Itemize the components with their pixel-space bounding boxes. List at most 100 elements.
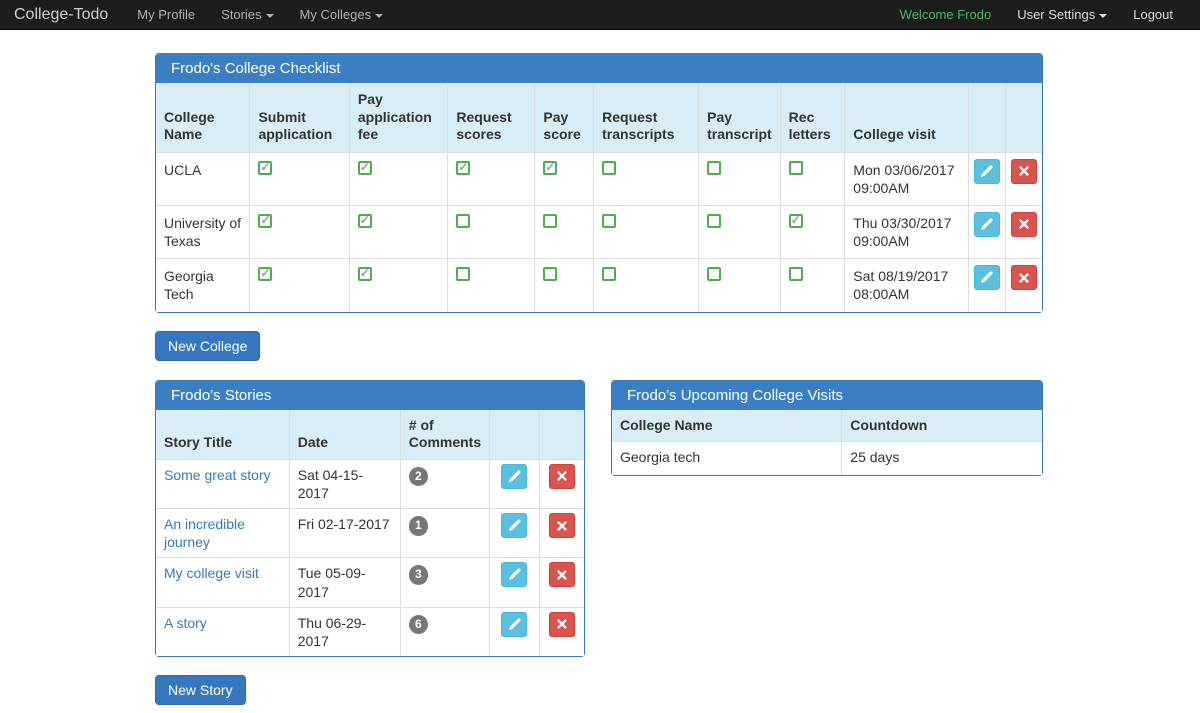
checkbox-pay-transcript-ucla[interactable]: [707, 160, 722, 175]
column-header-date: Date: [288, 409, 401, 460]
task-cell: [779, 258, 846, 313]
delete-button-a-story[interactable]: [548, 611, 575, 637]
story-link-an-incredible-journey[interactable]: An incredible journey: [164, 516, 245, 551]
checkbox-request-transcripts-university-of-texas[interactable]: [602, 213, 617, 228]
column-header-story-title: Story Title: [155, 409, 290, 460]
task-cell: [447, 258, 536, 313]
edit-button-ucla[interactable]: [973, 158, 1000, 184]
edit-button-my-college-visit[interactable]: [501, 562, 528, 588]
checklist-header-row: College Name Submit application Pay applic…: [155, 82, 1043, 153]
checkbox-pay-application-fee-ucla[interactable]: [357, 160, 372, 175]
column-header-college-name: College Name: [155, 82, 251, 153]
comments-cell: 3: [399, 557, 491, 608]
task-cell: [249, 151, 350, 206]
edit-cell: [489, 507, 540, 559]
checkbox-pay-transcript-georgia-tech[interactable]: [707, 267, 722, 282]
nav-item-my-profile[interactable]: My Profile: [137, 7, 196, 22]
delete-button-an-incredible-journey[interactable]: [548, 513, 575, 538]
comment-count-badge: 6: [408, 614, 428, 635]
x-icon: [557, 570, 567, 580]
delete-cell: [538, 507, 585, 559]
task-cell: [698, 151, 781, 206]
edit-button-university-of-texas[interactable]: [973, 211, 1000, 237]
checkbox-request-scores-university-of-texas[interactable]: [456, 213, 471, 228]
task-cell: [249, 204, 350, 260]
task-cell: [779, 204, 846, 260]
nav-item-stories[interactable]: Stories: [208, 7, 286, 22]
delete-button-university-of-texas[interactable]: [1010, 211, 1037, 237]
checkbox-submit-application-georgia-tech[interactable]: [258, 266, 273, 282]
edit-cell: [489, 606, 540, 657]
checkbox-rec-letters-ucla[interactable]: [788, 160, 803, 175]
stories-table: Story Title Date # of Comments Some great …: [155, 409, 585, 657]
new-story-button[interactable]: New Story: [155, 675, 246, 706]
nav-item-user-settings[interactable]: User Settings: [1004, 7, 1120, 22]
checkbox-rec-letters-university-of-texas[interactable]: [788, 213, 803, 228]
column-header-of-comments: # of Comments: [399, 409, 491, 460]
college-name-cell: Georgia Tech: [155, 258, 251, 313]
delete-button-some-great-story[interactable]: [548, 463, 575, 489]
column-header-delete: [538, 409, 585, 460]
task-cell: [593, 204, 700, 260]
checkbox-pay-application-fee-georgia-tech[interactable]: [357, 266, 372, 282]
table-row-georgia-tech: Georgia tech 25 days: [611, 441, 1043, 476]
visits-header-row: College Name Countdown: [611, 409, 1043, 443]
checkbox-submit-application-university-of-texas[interactable]: [258, 213, 273, 228]
delete-button-ucla[interactable]: [1010, 158, 1037, 184]
story-date-cell: Fri 02-17-2017: [288, 507, 401, 559]
edit-button-georgia-tech[interactable]: [973, 265, 1000, 291]
checklist-panel-title: Frodo's College Checklist: [156, 54, 1042, 83]
nav-item-welcome-frodo[interactable]: Welcome Frodo: [899, 7, 992, 22]
checkbox-request-transcripts-georgia-tech[interactable]: [602, 267, 617, 282]
delete-button-my-college-visit[interactable]: [548, 562, 575, 588]
task-cell: [534, 258, 595, 313]
story-link-my-college-visit[interactable]: My college visit: [164, 565, 259, 582]
navbar-right: Welcome Frodo User Settings Logout: [887, 7, 1186, 22]
nav-item-my-colleges[interactable]: My Colleges: [287, 7, 397, 22]
caret-down-icon: [1099, 13, 1108, 18]
edit-cell: [489, 458, 540, 510]
checkbox-request-scores-ucla[interactable]: [456, 160, 471, 175]
nav-item-logout[interactable]: Logout: [1133, 7, 1173, 22]
checkbox-rec-letters-georgia-tech[interactable]: [788, 267, 803, 282]
task-cell: [779, 151, 846, 206]
college-name-cell: University of Texas: [155, 204, 251, 260]
story-title-cell: Some great story: [155, 458, 290, 510]
column-header-college-name: College Name: [611, 409, 843, 443]
new-college-button[interactable]: New College: [155, 330, 261, 361]
edit-cell: [967, 151, 1006, 206]
column-header-pay-application-fee: Pay application fee: [348, 82, 449, 153]
story-title-cell: An incredible journey: [155, 507, 290, 559]
story-link-a-story[interactable]: A story: [164, 614, 207, 631]
pencil-icon: [981, 218, 993, 230]
visits-table: College Name Countdown Georgia tech 25 day…: [611, 409, 1043, 476]
task-cell: [534, 151, 595, 206]
story-link-some-great-story[interactable]: Some great story: [164, 466, 271, 483]
edit-button-some-great-story[interactable]: [501, 463, 528, 489]
checkbox-pay-score-ucla[interactable]: [543, 160, 558, 175]
edit-button-a-story[interactable]: [501, 611, 528, 637]
task-cell: [534, 204, 595, 260]
comments-cell: 6: [399, 606, 491, 657]
edit-button-an-incredible-journey[interactable]: [501, 513, 528, 538]
checkbox-pay-transcript-university-of-texas[interactable]: [707, 213, 722, 228]
brand-link[interactable]: College-Todo: [14, 5, 109, 23]
comment-count-badge: 3: [408, 565, 428, 585]
delete-button-georgia-tech[interactable]: [1010, 265, 1037, 291]
checkbox-submit-application-ucla[interactable]: [258, 160, 273, 175]
checkbox-pay-application-fee-university-of-texas[interactable]: [357, 213, 372, 228]
column-header-edit: [489, 409, 540, 460]
edit-cell: [489, 557, 540, 608]
checkbox-pay-score-university-of-texas[interactable]: [543, 213, 558, 228]
story-title-cell: My college visit: [155, 557, 290, 608]
comments-cell: 2: [399, 458, 491, 510]
checkbox-request-scores-georgia-tech[interactable]: [456, 267, 471, 282]
checkbox-request-transcripts-ucla[interactable]: [602, 160, 617, 175]
checkbox-pay-score-georgia-tech[interactable]: [543, 267, 558, 282]
x-icon: [1019, 166, 1029, 176]
task-cell: [447, 204, 536, 260]
stories-body: Some great story Sat 04-15-2017 2 An incred…: [155, 458, 585, 657]
navbar-left: My Profile Stories My Colleges: [124, 7, 396, 22]
countdown-cell: 25 days: [841, 441, 1043, 476]
